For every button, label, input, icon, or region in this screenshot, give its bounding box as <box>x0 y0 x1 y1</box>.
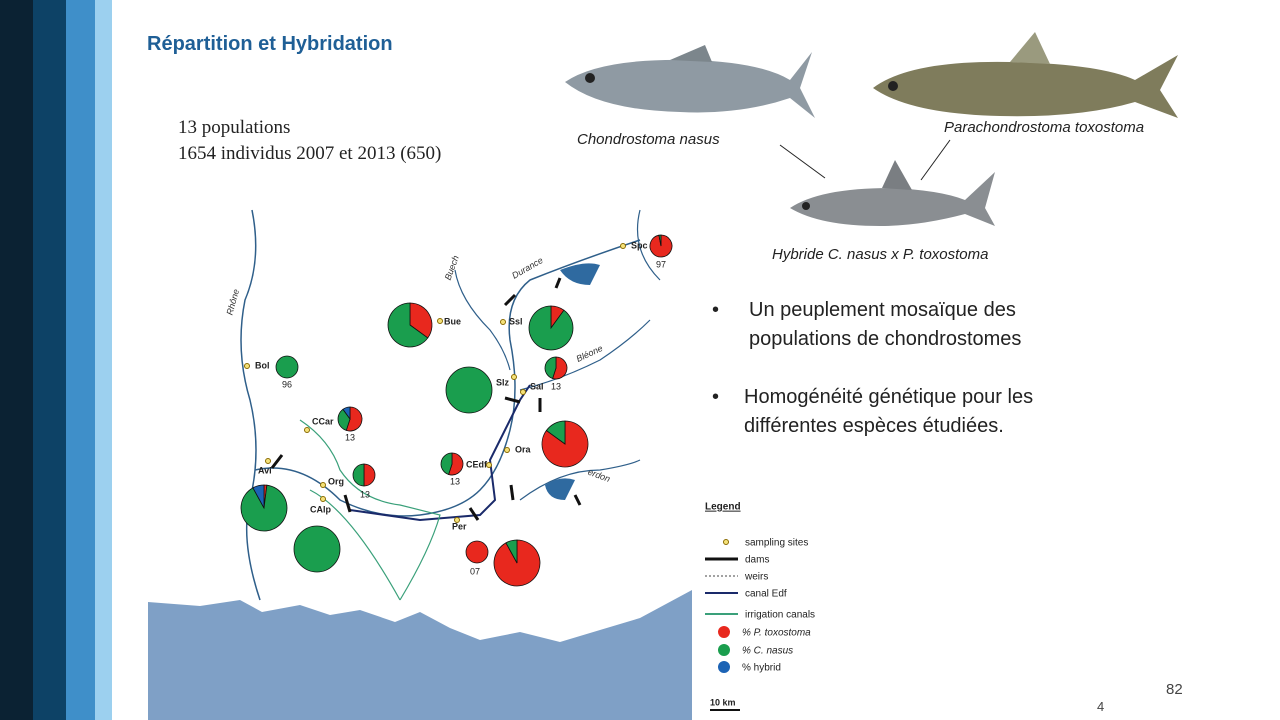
fish-hybrid <box>790 160 995 226</box>
site-label: CAlp <box>310 504 331 514</box>
map <box>148 209 692 720</box>
site-label: CCar <box>312 416 334 426</box>
pie-slice <box>409 302 433 339</box>
sample-size: 13 <box>345 432 355 442</box>
pie-slice <box>658 234 662 247</box>
sampling-site <box>620 243 626 249</box>
legend-item: canal Edf <box>745 589 787 600</box>
site-label: Slz <box>496 377 510 387</box>
site-label: Org <box>328 476 344 486</box>
legend-item: % C. nasus <box>742 646 793 657</box>
fish-toxostoma <box>873 32 1178 118</box>
pie-slice <box>252 484 265 509</box>
legend-item: % P. toxostoma <box>742 628 811 639</box>
bullet-text: Homogénéité génétique pour les différent… <box>744 386 1034 437</box>
pie-slice <box>528 305 574 351</box>
pie-slice <box>545 420 566 445</box>
site-label: Bol <box>255 360 270 370</box>
legend: Legend sampling sites dams weirs canal E… <box>705 502 815 711</box>
sampling-site <box>454 517 460 523</box>
river-label: erdon <box>587 467 612 484</box>
pie-slice <box>293 525 341 573</box>
pie-slice <box>505 539 518 564</box>
site-label: Spc <box>631 240 648 250</box>
site-label: Ssl <box>509 316 523 326</box>
sample-size: 13 <box>551 381 561 391</box>
pie-slice <box>275 355 299 379</box>
bullet-list: • Un peuplement mosaïque des populations … <box>712 296 1092 441</box>
legend-item: dams <box>745 555 769 566</box>
legend-item: % hybrid <box>742 663 781 674</box>
species-caption: Hybride C. nasus x P. toxostoma <box>772 246 989 263</box>
arrow <box>779 144 826 179</box>
legend-item: sampling sites <box>745 538 808 549</box>
river-label: Rhône <box>225 288 242 316</box>
pie-slice <box>363 463 376 487</box>
legend-title: Legend <box>705 502 741 513</box>
species-caption: Parachondrostoma toxostoma <box>944 119 1145 136</box>
legend-item: irrigation canals <box>745 610 815 621</box>
site-label: Per <box>452 521 467 531</box>
sites: Spc 97 Bue Ssl Slz Sal 13 Bol 96 CCar 13 Org 13 CEdf 1… <box>240 234 673 587</box>
river-label: Buech <box>443 254 461 281</box>
sampling-site <box>304 427 310 433</box>
scale-label: 10 km <box>710 697 736 707</box>
river-label: Bléone <box>575 343 605 364</box>
stat-line: 1654 individus 2007 et 2013 (650) <box>178 143 442 164</box>
bullet-text: Un peuplement mosaïque des populations d… <box>749 299 1022 350</box>
legend-item: weirs <box>744 572 768 583</box>
sample-size: 13 <box>360 489 370 499</box>
pie-slice <box>342 406 351 421</box>
stat-line: 13 populations <box>178 117 291 138</box>
site-label: Avi <box>258 465 272 475</box>
site-label: Sal <box>530 381 544 391</box>
pie-slice <box>440 452 453 475</box>
sampling-site <box>486 462 492 468</box>
sampling-site <box>520 389 526 395</box>
page-number: 4 <box>1097 699 1105 714</box>
slide-title: Répartition et Hybridation <box>147 33 393 55</box>
pie-slice <box>465 540 489 564</box>
arrow <box>920 139 951 181</box>
species-caption: Chondrostoma nasus <box>577 131 720 148</box>
site-label: CEdf <box>466 459 488 469</box>
site-label: Ora <box>515 444 532 454</box>
sampling-site <box>504 447 510 453</box>
pie-slice <box>352 463 365 487</box>
pie-slice <box>387 302 429 348</box>
sampling-site <box>437 318 443 324</box>
pie-slice <box>337 408 351 431</box>
fish-nasus <box>565 45 815 118</box>
sample-size: 96 <box>282 379 292 389</box>
sample-size: 97 <box>656 259 666 269</box>
pie-slice <box>544 356 557 379</box>
site-label: Bue <box>444 316 461 326</box>
sampling-site <box>500 319 506 325</box>
sidebar <box>0 0 112 720</box>
sampling-site <box>320 482 326 488</box>
page-number: 82 <box>1166 681 1183 698</box>
sampling-site <box>511 374 517 380</box>
pie-slice <box>445 366 493 414</box>
sampling-site <box>265 458 271 464</box>
sample-size: 13 <box>450 476 460 486</box>
sampling-site <box>320 496 326 502</box>
sampling-site <box>244 363 250 369</box>
sample-size: 07 <box>470 566 480 576</box>
